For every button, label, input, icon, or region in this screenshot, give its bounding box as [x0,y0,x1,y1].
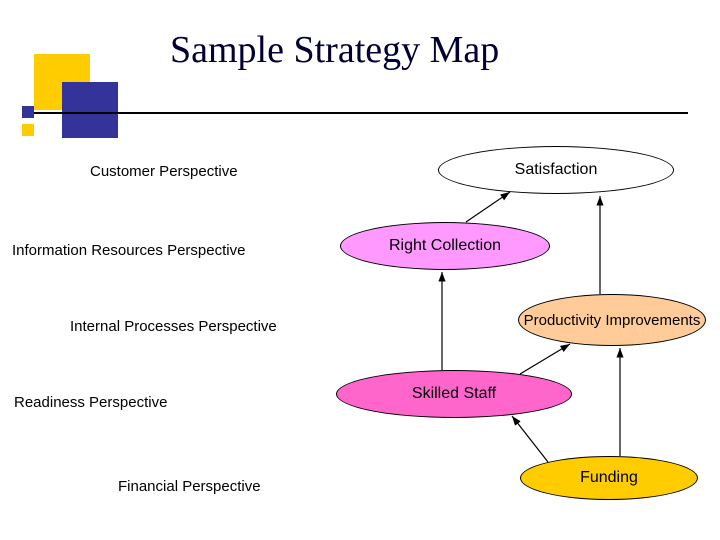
label-internal: Internal Processes Perspective [70,318,277,335]
oval-funding: Funding [520,456,698,500]
oval-text: Right Collection [389,237,501,255]
oval-text: Skilled Staff [412,385,496,403]
deco-yellow-small [22,124,34,136]
label-customer: Customer Perspective [90,163,238,180]
oval-skilled: Skilled Staff [336,370,572,418]
title-underline [34,112,688,114]
oval-text: Funding [580,469,638,487]
oval-text: Satisfaction [515,161,598,179]
deco-blue-small [22,106,34,118]
arrow [520,344,570,374]
label-financial: Financial Perspective [118,478,261,495]
label-readiness: Readiness Perspective [14,394,167,411]
oval-productivity: Productivity Improvements [518,294,706,346]
page-title: Sample Strategy Map [170,28,499,72]
oval-rightcoll: Right Collection [340,222,550,270]
oval-text: Productivity Improvements [524,312,701,329]
deco-blue-square [62,82,118,138]
arrow [466,192,510,222]
label-info: Information Resources Perspective [12,242,245,259]
arrow [512,416,548,462]
oval-satisfaction: Satisfaction [438,146,674,194]
